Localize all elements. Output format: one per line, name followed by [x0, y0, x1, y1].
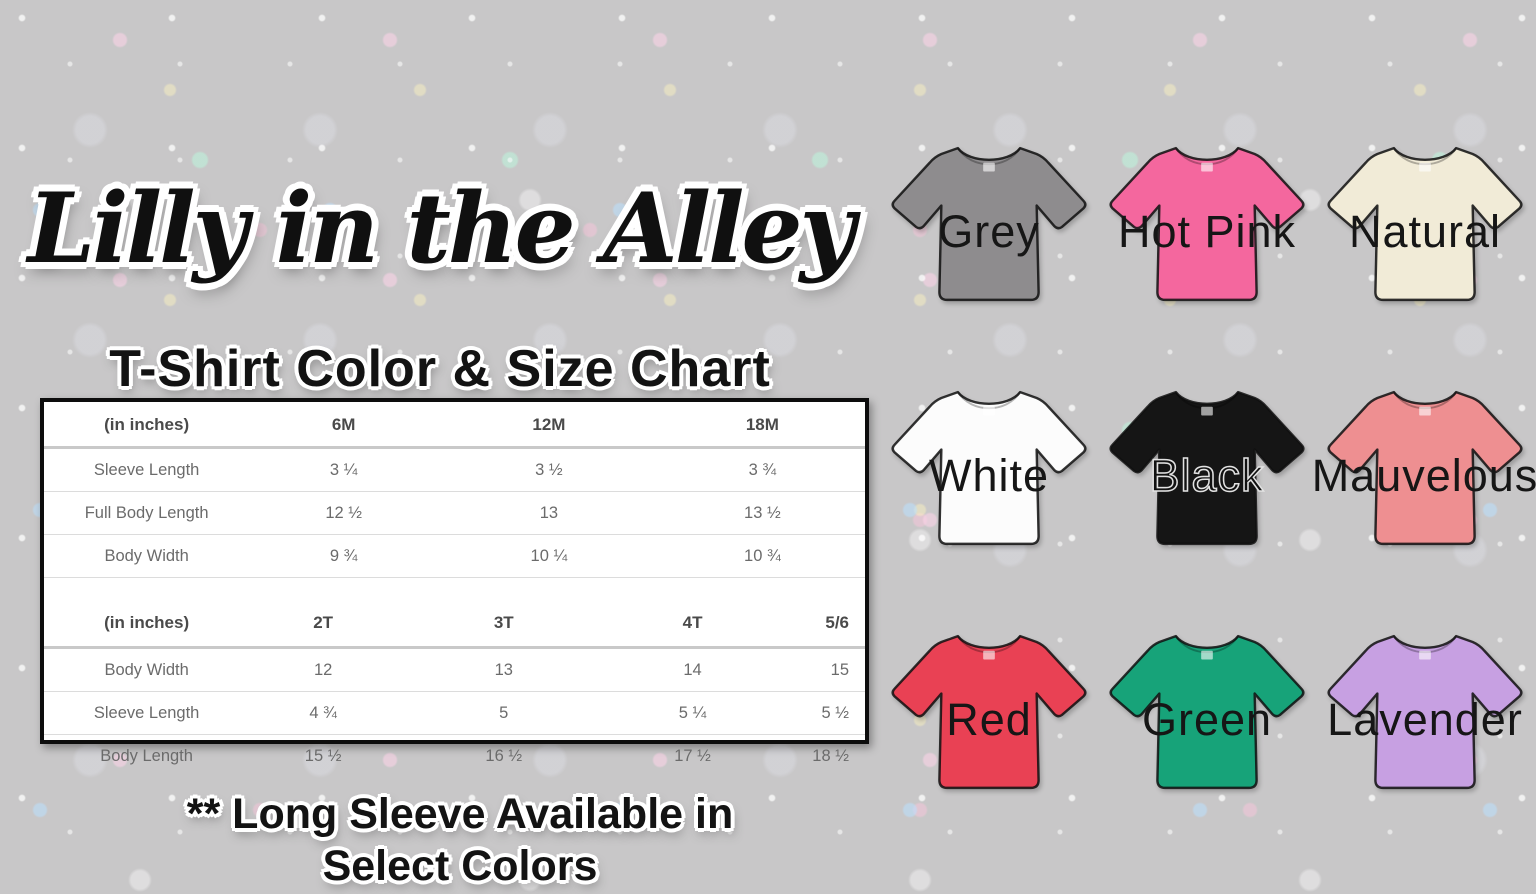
infant-size-table: (in inches) 6M 12M 18M Sleeve Length 3 ¼… [44, 404, 865, 578]
row-label: Sleeve Length [44, 691, 250, 735]
cell-value: 14 [610, 647, 775, 692]
unit-label: (in inches) [44, 404, 250, 449]
shirt-swatch-grey: Grey [880, 118, 1098, 354]
footnote-line2: Select Colors [322, 842, 598, 891]
cell-value: 3 ½ [438, 447, 660, 492]
shirt-color-label: Grey [938, 206, 1040, 257]
table-row: Body Length 15 ½ 16 ½ 17 ½ 18 ½ [44, 735, 865, 778]
row-label: Full Body Length [44, 491, 250, 535]
shirt-color-label: Green [1141, 694, 1273, 745]
shirt-color-label: Red [946, 694, 1032, 745]
infant-header-row: (in inches) 6M 12M 18M [44, 404, 865, 449]
toddler-size-table: (in inches) 2T 3T 4T 5/6 Body Width 12 1… [44, 600, 865, 777]
cell-value: 4 ¾ [249, 691, 398, 735]
table-row: Body Width 9 ¾ 10 ¼ 10 ¾ [44, 534, 865, 578]
shirt-color-label: Hot Pink [1117, 206, 1297, 257]
size-col-6m: 6M [249, 404, 439, 449]
cell-value: 5 ¼ [610, 691, 775, 735]
footnote-line1: ** Long Sleeve Available in [186, 790, 734, 838]
cell-value: 10 ¾ [659, 534, 865, 578]
shirt-swatch-natural: Natural [1316, 118, 1534, 354]
cell-value: 5 ½ [774, 691, 865, 735]
size-chart-panel: (in inches) 6M 12M 18M Sleeve Length 3 ¼… [40, 398, 869, 765]
table-row: Full Body Length 12 ½ 13 13 ½ [44, 491, 865, 535]
cell-value: 15 [774, 647, 865, 692]
row-label: Body Width [44, 647, 250, 692]
cell-value: 10 ¼ [438, 534, 660, 578]
shirt-color-label: Natural [1348, 206, 1502, 257]
table-row: Body Width 12 13 14 15 [44, 647, 865, 692]
shirt-swatch-hot-pink: Hot Pink [1098, 118, 1316, 354]
size-col-3t: 3T [397, 600, 611, 649]
long-sleeve-footnote: ** Long Sleeve Available in Select Color… [20, 788, 900, 893]
shirt-color-label: Black [1149, 449, 1265, 502]
cell-value: 3 ¾ [659, 447, 865, 492]
shirt-swatch-mauvelous: Mauvelous [1312, 362, 1536, 598]
size-col-4t: 4T [610, 600, 775, 649]
cell-value: 9 ¾ [249, 534, 439, 578]
cell-value: 13 [438, 491, 660, 535]
shirt-color-label: Mauvelous [1311, 450, 1536, 501]
cell-value: 16 ½ [485, 746, 523, 765]
brand-title: Lilly in the Alley [27, 171, 856, 285]
cell-value: 12 ½ [249, 491, 439, 535]
shirt-swatch-green: Green [1098, 606, 1316, 842]
shirt-swatch-lavender: Lavender [1316, 606, 1534, 842]
shirt-swatch-white: White [880, 362, 1098, 598]
size-col-5-6: 5/6 [774, 600, 865, 649]
row-label: Body Length [100, 746, 193, 765]
table-row: Sleeve Length 4 ¾ 5 5 ¼ 5 ½ [44, 691, 865, 735]
size-col-18m: 18M [659, 404, 865, 449]
cell-value: 13 [397, 647, 611, 692]
size-col-12m: 12M [438, 404, 660, 449]
cell-value: 5 [397, 691, 611, 735]
size-col-2t: 2T [249, 600, 398, 649]
row-label: Sleeve Length [44, 447, 250, 492]
cell-value: 18 ½ [812, 746, 849, 765]
shirt-color-grid: Grey Hot Pink Natural White Black Mauvel… [880, 118, 1536, 894]
chart-subtitle: T-Shirt Color & Size Chart [109, 340, 771, 399]
cell-value: 15 ½ [304, 746, 342, 765]
shirt-color-label: White [928, 450, 1050, 501]
cell-value: 3 ¼ [249, 447, 439, 492]
row-label: Body Width [44, 534, 250, 578]
cell-value: 17 ½ [674, 746, 711, 765]
toddler-header-row: (in inches) 2T 3T 4T 5/6 [44, 600, 865, 649]
cell-value: 13 ½ [659, 491, 865, 535]
shirt-color-label: Lavender [1327, 694, 1523, 745]
shirt-swatch-red: Red [880, 606, 1098, 842]
cell-value: 12 [249, 647, 398, 692]
shirt-swatch-black: Black [1098, 362, 1316, 598]
unit-label: (in inches) [44, 600, 250, 649]
table-row: Sleeve Length 3 ¼ 3 ½ 3 ¾ [44, 447, 865, 492]
